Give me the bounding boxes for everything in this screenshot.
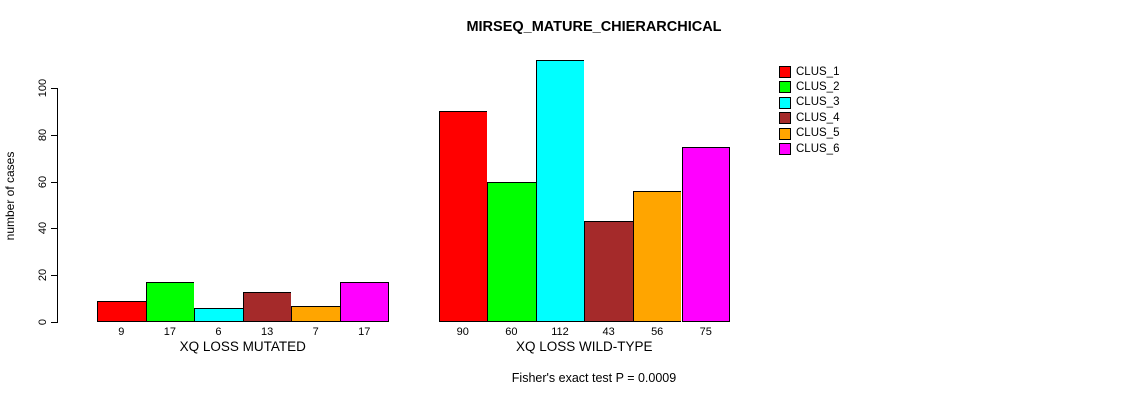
bar-clus_5-group1 [291, 305, 340, 322]
legend-label: CLUS_1 [796, 65, 840, 78]
legend-item: CLUS_4 [779, 112, 839, 125]
bar-value-label: 56 [651, 326, 664, 338]
y-axis-tick-label: 0 [37, 318, 49, 326]
bar-value-label: 112 [551, 326, 569, 338]
bar-value-label: 13 [260, 326, 274, 338]
bar-value-label: 60 [505, 326, 518, 338]
bar-clus_6-group1 [340, 282, 389, 322]
x-group-label: XQ LOSS WILD-TYPE [516, 339, 653, 354]
legend-swatch [779, 112, 791, 125]
y-axis-tick-label: 40 [37, 222, 49, 235]
y-axis-tick [51, 134, 58, 136]
y-axis-tick-label: 60 [37, 175, 49, 188]
y-axis-tick [51, 88, 58, 89]
bar-value-label: 43 [602, 326, 615, 338]
y-axis-tick-label: 100 [37, 78, 49, 98]
legend-swatch [779, 96, 791, 109]
bar-clus_2-group1 [145, 282, 195, 322]
bar-value-label: 17 [358, 326, 371, 338]
bar-clus_5-group2 [632, 190, 682, 322]
bar-value-label: 9 [118, 326, 125, 338]
stat-annotation: Fisher's exact test P = 0.0009 [511, 371, 677, 385]
bar-value-label: 90 [456, 326, 469, 338]
legend-label: CLUS_6 [796, 142, 840, 155]
bar-clus_3-group2 [535, 59, 585, 322]
x-group-label: XQ LOSS MUTATED [179, 339, 306, 354]
bar-value-label: 7 [312, 326, 319, 338]
bar-clus_3-group1 [194, 307, 243, 322]
y-axis-tick [51, 275, 58, 277]
legend-item: CLUS_3 [779, 96, 839, 109]
legend-label: CLUS_3 [796, 96, 840, 109]
chart-title: MIRSEQ_MATURE_CHIERARCHICAL [466, 19, 722, 35]
legend-label: CLUS_5 [796, 127, 840, 140]
legend-item: CLUS_6 [779, 143, 839, 156]
bar-value-label: 17 [163, 326, 177, 338]
bar-clus_4-group1 [242, 291, 292, 322]
legend-item: CLUS_1 [779, 66, 839, 79]
legend-item: CLUS_5 [779, 127, 839, 140]
legend-label: CLUS_2 [796, 80, 840, 93]
legend-swatch [779, 66, 791, 78]
bar-value-label: 75 [699, 326, 712, 338]
legend-swatch [779, 143, 791, 155]
y-axis-tick [51, 181, 58, 183]
bar-value-label: 6 [215, 326, 222, 338]
y-axis-label: number of cases [3, 151, 17, 241]
bar-clus_2-group2 [487, 181, 536, 322]
y-axis-tick-label: 20 [37, 269, 49, 282]
legend-swatch [779, 127, 791, 140]
y-axis-tick [51, 322, 58, 323]
bar-clus_1-group2 [438, 111, 488, 322]
y-axis-tick-label: 80 [37, 128, 49, 141]
legend-label: CLUS_4 [796, 111, 840, 124]
bar-clus_4-group2 [584, 221, 633, 322]
y-axis-tick [51, 228, 58, 230]
legend-swatch [779, 81, 791, 94]
legend-item: CLUS_2 [779, 81, 839, 94]
bar-clus_1-group1 [97, 300, 146, 322]
y-axis-line [57, 88, 58, 323]
bar-clus_6-group2 [681, 146, 731, 322]
